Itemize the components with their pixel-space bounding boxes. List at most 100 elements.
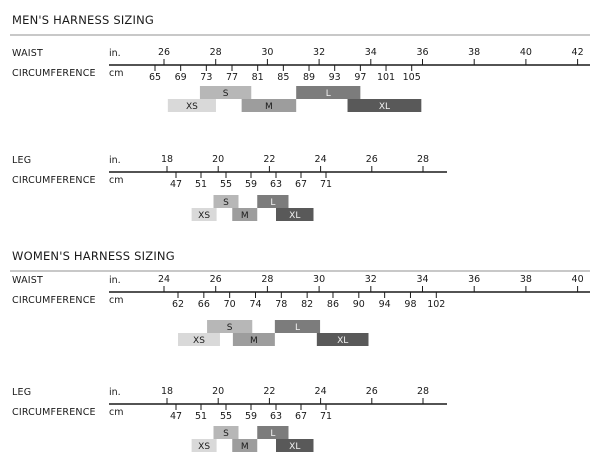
cm-tick-label: 74 [249,299,261,310]
size-bar-l [274,320,321,333]
row-label-bottom: CIRCUMFERENCE [12,175,96,186]
cm-tick-label: 51 [195,411,207,422]
size-label-s: S [227,323,233,333]
inch-tick-label: 36 [468,274,480,285]
cm-tick-label: 97 [354,72,366,83]
size-bar-m [232,333,275,346]
cm-tick-label: 59 [245,179,257,190]
row-label-bottom: CIRCUMFERENCE [12,407,96,418]
size-bar-l [257,195,289,208]
row-label-top: LEG [12,155,31,166]
size-bar-xl [316,333,369,346]
size-label-m: M [250,336,258,346]
unit-in-label: in. [109,387,121,398]
inch-tick-label: 38 [520,274,532,285]
inch-tick-label: 30 [313,274,325,285]
size-bar-s [213,426,239,439]
inch-tick-label: 34 [365,47,377,58]
cm-tick-label: 47 [170,411,182,422]
inch-tick-label: 18 [161,386,173,397]
cm-tick-label: 85 [277,72,289,83]
row-label-bottom: CIRCUMFERENCE [12,68,96,79]
size-label-l: L [295,323,300,333]
cm-tick-label: 55 [220,179,232,190]
size-label-s: S [223,89,229,99]
size-label-s: S [223,198,229,208]
inch-tick-label: 18 [161,154,173,165]
inch-tick-label: 36 [416,47,428,58]
size-bar-xl [347,99,422,112]
size-label-l: L [270,198,275,208]
size-bar-xs [191,208,217,221]
section-title: MEN'S HARNESS SIZING [12,13,154,27]
cm-tick-label: 55 [220,411,232,422]
cm-tick-label: 93 [329,72,341,83]
inch-tick-label: 32 [365,274,377,285]
inch-tick-label: 20 [212,386,224,397]
cm-tick-label: 69 [175,72,187,83]
inch-tick-label: 38 [468,47,480,58]
unit-in-label: in. [109,48,121,59]
inch-tick-label: 24 [315,154,327,165]
inch-tick-label: 26 [210,274,222,285]
inch-tick-label: 28 [210,47,222,58]
size-label-m: M [241,211,249,221]
inch-tick-label: 24 [158,274,170,285]
size-bar-xs [167,99,216,112]
inch-tick-label: 26 [158,47,170,58]
unit-cm-label: cm [109,407,123,418]
cm-tick-label: 101 [377,72,395,83]
size-bar-s [207,320,253,333]
size-label-xl: XL [379,102,390,112]
inch-tick-label: 22 [263,386,275,397]
size-bar-m [241,99,297,112]
cm-tick-label: 63 [270,179,282,190]
cm-tick-label: 67 [295,179,307,190]
cm-tick-label: 94 [379,299,391,310]
size-label-s: S [223,429,229,439]
size-label-m: M [265,102,273,112]
row-label-top: WAIST [12,48,43,59]
section-title: WOMEN'S HARNESS SIZING [12,249,175,263]
inch-tick-label: 32 [313,47,325,58]
inch-tick-label: 42 [572,47,584,58]
size-bar-xs [178,333,220,346]
cm-tick-label: 81 [252,72,264,83]
cm-tick-label: 73 [200,72,212,83]
inch-tick-label: 30 [261,47,273,58]
size-label-xs: XS [198,211,210,221]
cm-tick-label: 63 [270,411,282,422]
unit-in-label: in. [109,275,121,286]
row-label-top: LEG [12,387,31,398]
size-bar-l [257,426,289,439]
cm-tick-label: 65 [149,72,161,83]
inch-tick-label: 28 [417,386,429,397]
unit-cm-label: cm [109,175,123,186]
inch-tick-label: 22 [263,154,275,165]
size-bar-m [232,208,258,221]
cm-tick-label: 102 [427,299,445,310]
cm-tick-label: 47 [170,179,182,190]
cm-tick-label: 71 [320,179,332,190]
size-label-xs: XS [198,442,210,452]
cm-tick-label: 90 [353,299,365,310]
size-label-xl: XL [289,211,300,221]
size-label-l: L [270,429,275,439]
size-label-xs: XS [193,336,205,346]
size-bar-s [213,195,239,208]
size-label-m: M [241,442,249,452]
inch-tick-label: 26 [366,386,378,397]
inch-tick-label: 26 [366,154,378,165]
size-label-l: L [326,89,331,99]
row-label-top: WAIST [12,275,43,286]
size-bar-m [232,439,258,452]
unit-cm-label: cm [109,295,123,306]
row-label-bottom: CIRCUMFERENCE [12,295,96,306]
cm-tick-label: 59 [245,411,257,422]
cm-tick-label: 82 [301,299,313,310]
cm-tick-label: 67 [295,411,307,422]
size-label-xl: XL [289,442,300,452]
size-label-xs: XS [186,102,198,112]
inch-tick-label: 40 [572,274,584,285]
